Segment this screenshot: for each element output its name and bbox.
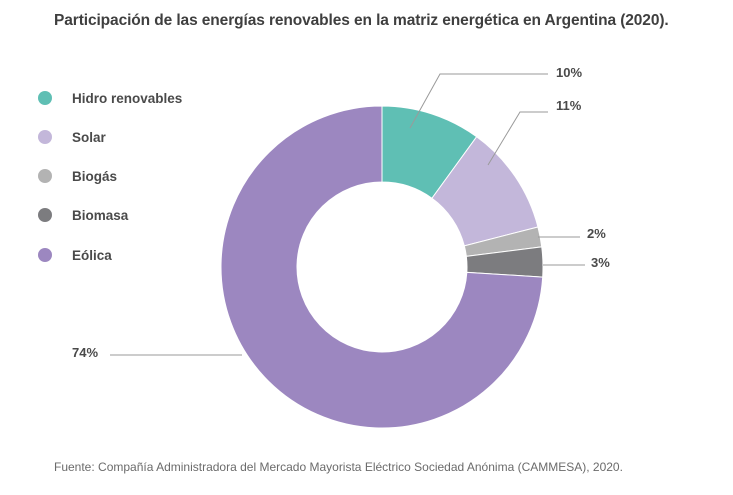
legend-label-biogas: Biogás (72, 168, 118, 184)
legend-item-biogas: Biogás (38, 166, 117, 186)
leader-line-hidro (409, 73, 548, 129)
data-label-biomasa: 3% (591, 255, 610, 270)
legend-swatch-biogas (38, 169, 52, 183)
source-note: Fuente: Compañía Administradora del Merc… (54, 460, 623, 474)
legend-label-biomasa: Biomasa (72, 207, 129, 223)
legend-item-solar: Solar (38, 127, 106, 147)
slice-eolica (220, 105, 544, 429)
legend-item-biomasa: Biomasa (38, 205, 128, 225)
leader-line-solar (487, 111, 548, 166)
legend-swatch-biomasa (38, 208, 52, 222)
data-label-eolica: 74% (72, 345, 98, 360)
data-label-hidro: 10% (556, 65, 582, 80)
legend-label-hidro: Hidro renovables (72, 90, 183, 106)
data-label-biogas: 2% (587, 226, 606, 241)
legend-item-hidro: Hidro renovables (38, 88, 182, 108)
legend-swatch-solar (38, 130, 52, 144)
legend-label-eolica: Eólica (72, 247, 112, 263)
data-label-solar: 11% (556, 98, 582, 113)
legend-item-eolica: Eólica (38, 245, 112, 265)
legend-swatch-hidro (38, 91, 52, 105)
chart-title: Participación de las energías renovables… (54, 12, 669, 29)
legend-label-solar: Solar (72, 129, 106, 145)
legend-swatch-eolica (38, 248, 52, 262)
